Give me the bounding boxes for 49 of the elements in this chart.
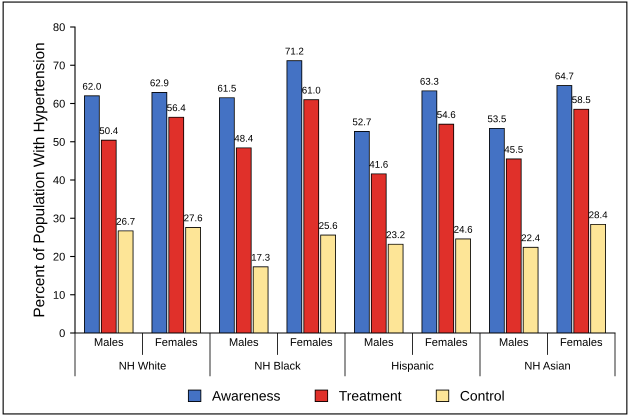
data-label: 53.5 — [488, 115, 506, 122]
x-tick-label: Females — [290, 338, 332, 346]
legend-label: Awareness — [212, 391, 280, 401]
data-label: 58.5 — [572, 96, 590, 104]
x-tick-label: Males — [500, 338, 528, 346]
y-axis-title: Percent of Population With Hypertension — [33, 43, 48, 316]
text: Hispanic — [392, 361, 434, 372]
data-label: 48.4 — [234, 134, 253, 142]
data-label: 50.4 — [100, 127, 118, 134]
y-tick-label: 40 — [53, 176, 65, 184]
x-tick-label: Males — [364, 338, 394, 346]
data-label: 56.4 — [167, 104, 186, 112]
data-label: 28.4 — [589, 211, 608, 218]
data-label: 25.6 — [319, 222, 338, 229]
data-label: 71.2 — [285, 48, 304, 54]
data-label: 17.3 — [252, 254, 270, 261]
data-label: 41.6 — [370, 160, 388, 168]
data-label: 61.0 — [302, 86, 320, 94]
y-tick-label: 60 — [53, 100, 65, 108]
legend-label: Treatment — [339, 391, 402, 401]
y-tick-label: 10 — [54, 291, 65, 299]
data-label: 22.4 — [522, 234, 540, 242]
x-tick-label: Females — [156, 338, 198, 346]
y-tick-label: 70 — [53, 62, 65, 70]
legend-label: Control — [460, 390, 504, 401]
data-label: 45.5 — [504, 146, 523, 153]
data-label: 27.6 — [184, 214, 202, 222]
text: NH Black — [255, 361, 301, 370]
data-label: 54.6 — [437, 111, 456, 118]
text: NH Asian — [525, 361, 570, 370]
data-label: 52.7 — [352, 118, 371, 126]
data-label: 24.6 — [454, 226, 472, 233]
y-tick-label: 20 — [53, 252, 65, 261]
data-label: 23.2 — [386, 231, 405, 238]
y-tick-label: 30 — [53, 214, 65, 222]
data-label: 63.3 — [420, 78, 438, 85]
x-tick-label: Females — [560, 338, 602, 346]
y-tick-label: 80 — [53, 23, 65, 32]
data-label: 26.7 — [116, 218, 135, 225]
y-tick-label: 50 — [53, 138, 65, 146]
data-label: 62.9 — [150, 79, 168, 86]
text: NH White — [120, 361, 166, 370]
x-tick-label: Females — [426, 338, 468, 346]
data-label: 62.0 — [82, 82, 101, 90]
x-tick-label: Males — [230, 338, 258, 346]
y-tick-label: 0 — [60, 329, 65, 338]
data-label: 64.7 — [555, 72, 574, 80]
data-label: 61.5 — [218, 84, 236, 92]
x-tick-label: Males — [94, 338, 124, 346]
